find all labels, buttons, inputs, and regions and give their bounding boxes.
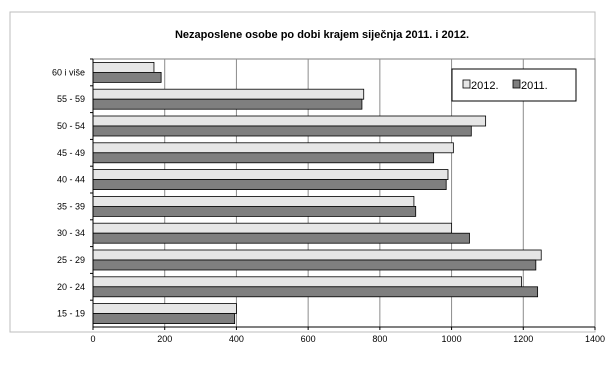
bar-2012-6 — [92, 222, 452, 234]
x-tick-label-200: 200 — [157, 334, 172, 344]
bar-2012-1 — [92, 88, 365, 100]
bar-2012-8 — [92, 276, 522, 288]
bar-2011-8 — [92, 286, 539, 298]
bar-2012-0 — [92, 62, 155, 73]
x-tick-label-800: 800 — [372, 334, 387, 344]
bar-2011-6 — [92, 232, 470, 244]
y-tick-label-5: 35 - 39 — [57, 201, 85, 211]
y-tick-label-2: 50 - 54 — [57, 121, 85, 131]
x-tick-label-1000: 1000 — [442, 334, 462, 344]
bar-2011-9 — [92, 313, 236, 325]
bar-2011-2 — [92, 125, 472, 137]
bar-2012-2 — [92, 115, 487, 127]
y-tick-label-4: 40 - 44 — [57, 175, 85, 185]
y-tick-label-9: 15 - 19 — [57, 309, 85, 319]
x-tick-label-600: 600 — [301, 334, 316, 344]
bar-2011-0 — [92, 72, 162, 83]
x-tick-label-0: 0 — [90, 334, 95, 344]
y-tick-label-0: 60 i više — [52, 67, 85, 77]
bar-2011-7 — [92, 259, 537, 271]
legend-label-2012: 2012. — [471, 80, 499, 92]
bar-2011-4 — [92, 179, 447, 191]
legend-swatch-2012 — [462, 79, 471, 89]
y-tick-labels: 60 i više 55 - 59 50 - 54 45 - 49 40 - 44 35 … — [52, 67, 85, 318]
bar-2012-7 — [92, 249, 542, 261]
y-tick-label-1: 55 - 59 — [57, 94, 85, 104]
y-tick-label-7: 25 - 29 — [57, 255, 85, 265]
bar-2011-5 — [92, 205, 417, 217]
y-tick-label-3: 45 - 49 — [57, 148, 85, 158]
chart-title: Nezaposlene osobe po dobi krajem siječnj… — [175, 29, 469, 41]
axes — [90, 58, 596, 330]
x-tick-label-1200: 1200 — [513, 334, 533, 344]
legend-swatch-2011 — [512, 79, 521, 89]
x-tick-label-400: 400 — [229, 334, 244, 344]
bar-2011-3 — [92, 152, 435, 164]
x-tick-label-1400: 1400 — [585, 334, 605, 344]
bar-2012-3 — [92, 142, 454, 154]
y-tick-label-6: 30 - 34 — [57, 228, 85, 238]
legend-label-2011: 2011. — [521, 80, 548, 92]
bar-2012-9 — [92, 303, 237, 315]
bar-2012-5 — [92, 195, 415, 207]
legend: 2012. 2011. — [451, 68, 577, 102]
bar-2011-1 — [92, 98, 363, 110]
y-tick-label-8: 20 - 24 — [57, 282, 85, 292]
bar-2012-4 — [92, 169, 449, 181]
x-tick-labels: 0 200 400 600 800 1000 1200 1400 — [90, 334, 605, 344]
